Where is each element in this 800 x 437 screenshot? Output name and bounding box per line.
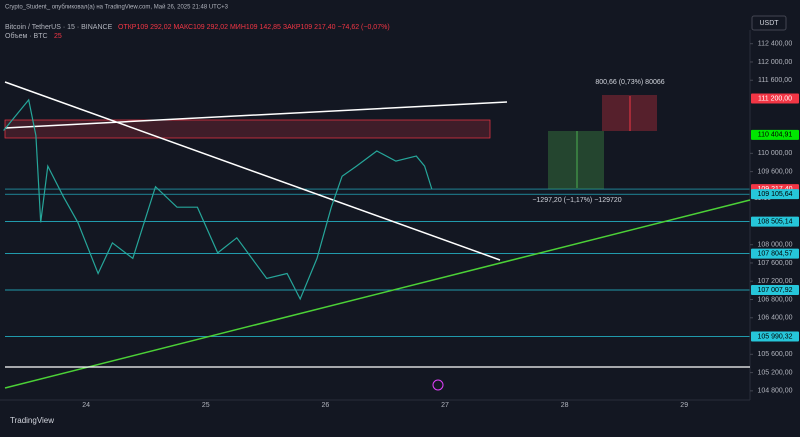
x-tick-label: 28 [561,402,569,409]
price-label-bg [751,93,799,104]
y-tick-label: 107 007,92 [757,287,792,294]
price-label-bg [751,129,799,140]
symbol: Bitcoin / TetherUS · 15 · BINANCE [5,24,113,31]
price-label-bg [751,285,799,296]
y-tick-label: 107 804,57 [757,250,792,257]
y-tick-label: 106 400,00 [757,315,792,322]
x-tick-label: 26 [321,402,329,409]
price-label-bg [751,189,799,200]
stop-zone [548,131,604,189]
y-tick-label: 104 800,00 [757,388,792,395]
y-tick-label: 105 200,00 [757,369,792,376]
y-tick-label: 108 505,14 [757,218,792,225]
publisher: Crypto_Student_ опубликовал(а) на Tradin… [5,4,229,11]
price-label-bg [751,331,799,342]
y-tick-label: 108 000,00 [757,242,792,249]
y-tick-label: 112 400,00 [758,41,793,48]
event-icon[interactable] [432,379,444,391]
y-tick-label: 110 000,00 [758,150,793,157]
price-label-bg [751,216,799,227]
y-tick-label: 106 800,00 [757,296,792,303]
target-annotation: 800,66 (0,73%) 80066 [595,79,664,86]
x-tick-label: 24 [82,402,90,409]
volume-value: 25 [54,33,62,40]
price-label-bg [751,248,799,259]
y-tick-label: 105 990,32 [757,333,792,340]
currency-button[interactable] [751,15,787,31]
y-tick-label: 112 000,00 [758,59,793,66]
x-tick-label: 29 [680,402,688,409]
x-tick-label: 25 [202,402,210,409]
trendline [4,101,508,129]
y-tick-label: 109 600,00 [757,168,792,175]
resistance-zone [4,119,491,139]
support-trendline [4,199,751,389]
y-tick-label: 105 600,00 [757,351,792,358]
y-tick-label: 109 105,64 [757,191,792,198]
y-tick-label: 111 600,00 [758,77,792,84]
y-tick-label: 107 600,00 [757,260,792,267]
y-tick-label: 111 200,00 [758,95,792,102]
stop-annotation: −1297,20 (−1,17%) −129720 [532,197,621,204]
brand: TradingView [10,416,54,425]
currency[interactable]: USDT [759,20,779,27]
x-tick-label: 27 [441,402,449,409]
ohlc: ОТКР109 292,02 МАКС109 292,02 МИН109 142… [118,24,390,31]
y-tick-label: 110 404,91 [758,132,793,139]
trendline [4,81,501,261]
volume-label: Объем · BTC [5,32,48,40]
price-line [3,98,433,301]
y-tick-label: 107 200,00 [757,278,792,285]
